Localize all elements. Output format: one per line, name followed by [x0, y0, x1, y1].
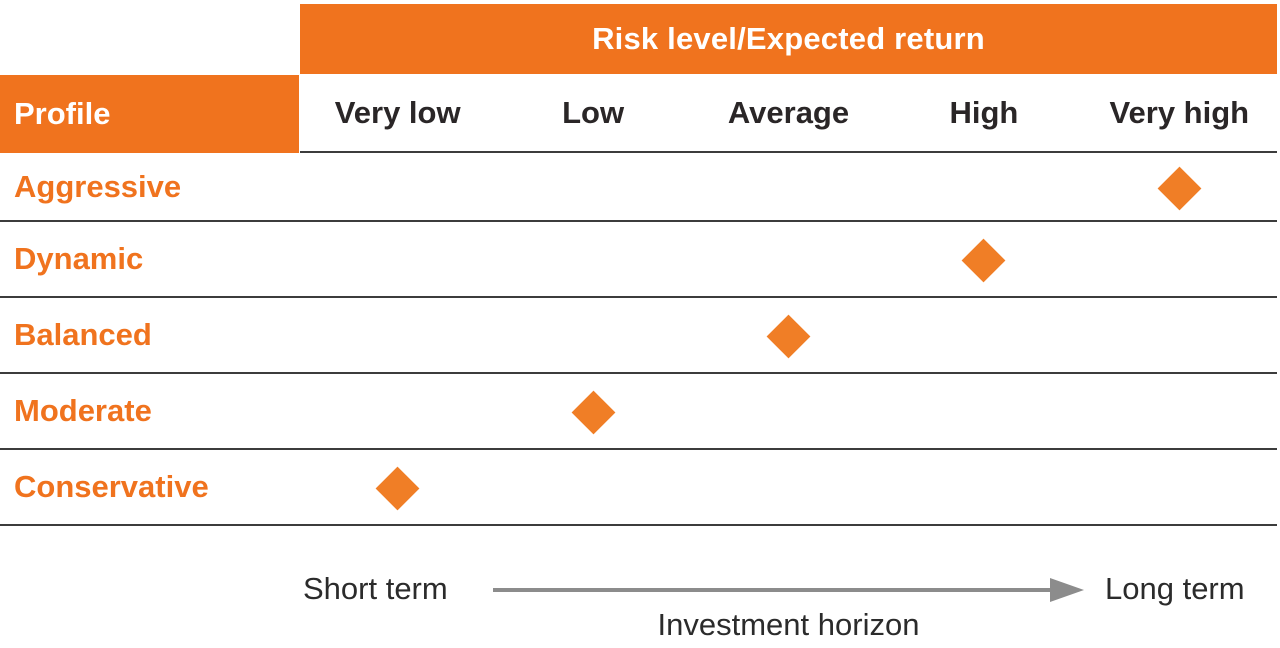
column-header-very-low: Very low	[334, 95, 461, 130]
column-header-average: Average	[727, 95, 850, 130]
profile-column-header: Profile	[0, 75, 299, 153]
long-term-label: Long term	[1105, 571, 1245, 606]
table-row-dynamic: Dynamic	[0, 222, 1277, 298]
column-header-high: High	[949, 95, 1019, 130]
column-header-low: Low	[562, 95, 625, 130]
investment-horizon-label: Investment horizon	[657, 607, 920, 642]
table-row-moderate: Moderate	[0, 374, 1277, 450]
profile-rows: Aggressive Dynamic Balanced Moderate Con…	[0, 153, 1277, 526]
table-row-balanced: Balanced	[0, 298, 1277, 374]
profile-header-label: Profile	[14, 96, 111, 131]
diamond-marker-moderate	[571, 390, 616, 435]
horizon-arrow-head-icon	[1050, 578, 1084, 602]
diamond-marker-balanced	[766, 314, 811, 359]
row-label-balanced: Balanced	[14, 317, 152, 352]
row-label-dynamic: Dynamic	[14, 241, 144, 276]
horizon-arrow-line	[493, 588, 1050, 592]
risk-level-header-row: Very low Low Average High Very high	[300, 75, 1277, 151]
row-label-conservative: Conservative	[14, 469, 209, 504]
diamond-marker-conservative	[375, 466, 420, 511]
table-row-conservative: Conservative	[0, 450, 1277, 526]
row-label-moderate: Moderate	[14, 393, 152, 428]
risk-level-banner: Risk level/Expected return	[300, 4, 1277, 74]
table-row-aggressive: Aggressive	[0, 153, 1277, 222]
header-separator-line	[300, 151, 1277, 153]
banner-title: Risk level/Expected return	[592, 21, 985, 56]
row-label-aggressive: Aggressive	[14, 168, 182, 204]
short-term-label: Short term	[303, 571, 448, 606]
diamond-marker-dynamic	[961, 238, 1006, 283]
diamond-marker-aggressive	[1157, 166, 1202, 210]
column-header-very-high: Very high	[1109, 95, 1250, 130]
